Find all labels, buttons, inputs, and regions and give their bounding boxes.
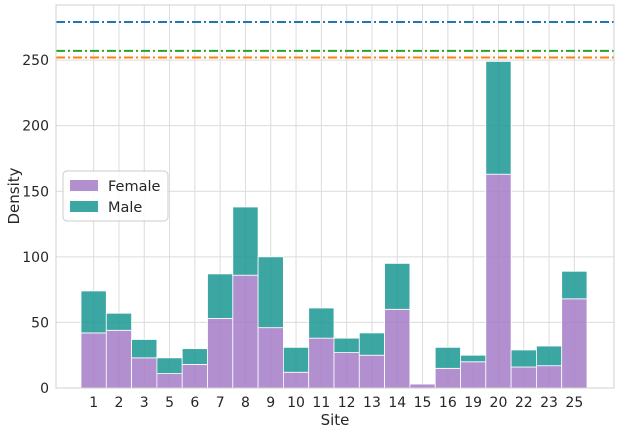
x-tick-labels: 1 2 3 5 6 7 8 9 10 11 12 13 14 15 16 19 20 22 23 25 (89, 395, 583, 411)
x-tick-label: 2 (114, 395, 123, 411)
bar-male-site-22 (510, 349, 537, 368)
bar-female-site-25 (561, 298, 588, 389)
bar-female-site-16 (434, 367, 461, 389)
bar-male-site-10 (282, 346, 310, 373)
x-tick-label: 20 (490, 395, 508, 411)
bar-female-site-5 (156, 373, 183, 389)
bar-female-site-13 (358, 354, 385, 389)
bar-male-site-9 (257, 256, 284, 329)
y-tick-label: 0 (40, 381, 49, 397)
y-tick-labels: 0 50 100 150 200 250 (22, 53, 49, 397)
bar-male-site-6 (181, 348, 208, 365)
x-tick-label: 19 (464, 395, 482, 411)
bar-female-site-10 (282, 371, 310, 389)
bar-male-site-7 (207, 273, 234, 319)
legend: Female Male (62, 170, 169, 222)
bar-female-site-14 (384, 308, 411, 389)
reference-lines (56, 21, 614, 59)
bar-female-site-19 (460, 361, 487, 389)
legend-swatch-female (70, 180, 98, 191)
bars (80, 61, 588, 389)
x-axis-label: Site (321, 411, 350, 429)
x-tick-label: 10 (287, 395, 305, 411)
bar-female-site-11 (308, 337, 335, 389)
y-tick-label: 50 (31, 315, 49, 331)
bar-male-site-11 (308, 307, 335, 339)
bar-male-site-5 (156, 357, 183, 374)
bar-male-site-14 (384, 262, 411, 310)
bar-female-site-15 (409, 383, 436, 389)
x-tick-label: 14 (388, 395, 406, 411)
x-tick-label: 23 (540, 395, 558, 411)
y-axis-label: Density (5, 167, 23, 224)
x-tick-label: 22 (515, 395, 533, 411)
x-tick-label: 7 (216, 395, 225, 411)
y-tick-label: 100 (22, 250, 49, 266)
bar-female-site-23 (536, 365, 563, 389)
y-tick-label: 250 (22, 53, 49, 69)
bar-female-site-1 (80, 332, 107, 389)
plot-frame (55, 4, 615, 389)
bar-male-site-25 (561, 270, 588, 300)
bar-male-site-3 (131, 339, 158, 359)
y-tick-label: 200 (22, 119, 49, 135)
bar-female-site-22 (510, 366, 537, 389)
bar-male-site-13 (358, 332, 385, 356)
bar-male-site-1 (80, 290, 107, 334)
bar-male-site-12 (333, 337, 360, 353)
legend-swatch-male (70, 201, 98, 212)
y-tick-label: 150 (22, 184, 49, 200)
bar-male-site-8 (232, 206, 259, 276)
bar-male-site-20 (485, 61, 512, 175)
x-tick-label: 12 (338, 395, 356, 411)
x-tick-label: 16 (439, 395, 457, 411)
x-tick-label: 13 (363, 395, 381, 411)
x-tick-label: 11 (312, 395, 330, 411)
x-tick-label: 15 (414, 395, 432, 411)
bar-female-site-3 (131, 357, 158, 389)
bar-male-site-23 (536, 345, 563, 367)
x-tick-label: 3 (140, 395, 149, 411)
bar-female-site-6 (181, 363, 208, 389)
x-tick-label: 5 (165, 395, 174, 411)
bar-female-site-9 (257, 327, 284, 389)
bar-female-site-7 (207, 318, 234, 389)
x-tick-label: 6 (190, 395, 199, 411)
x-tick-label: 8 (241, 395, 250, 411)
x-tick-label: 25 (565, 395, 583, 411)
bar-male-site-16 (434, 346, 461, 369)
legend-label-female: Female (108, 179, 161, 195)
bar-male-site-19 (460, 354, 487, 363)
x-tick-label: 9 (266, 395, 275, 411)
legend-label-male: Male (108, 200, 142, 216)
bar-female-site-2 (105, 329, 133, 389)
bar-female-site-12 (333, 352, 360, 389)
bar-female-site-8 (232, 274, 259, 389)
bar-male-site-2 (105, 312, 133, 331)
bar-female-site-20 (485, 173, 512, 389)
x-tick-label: 1 (89, 395, 98, 411)
